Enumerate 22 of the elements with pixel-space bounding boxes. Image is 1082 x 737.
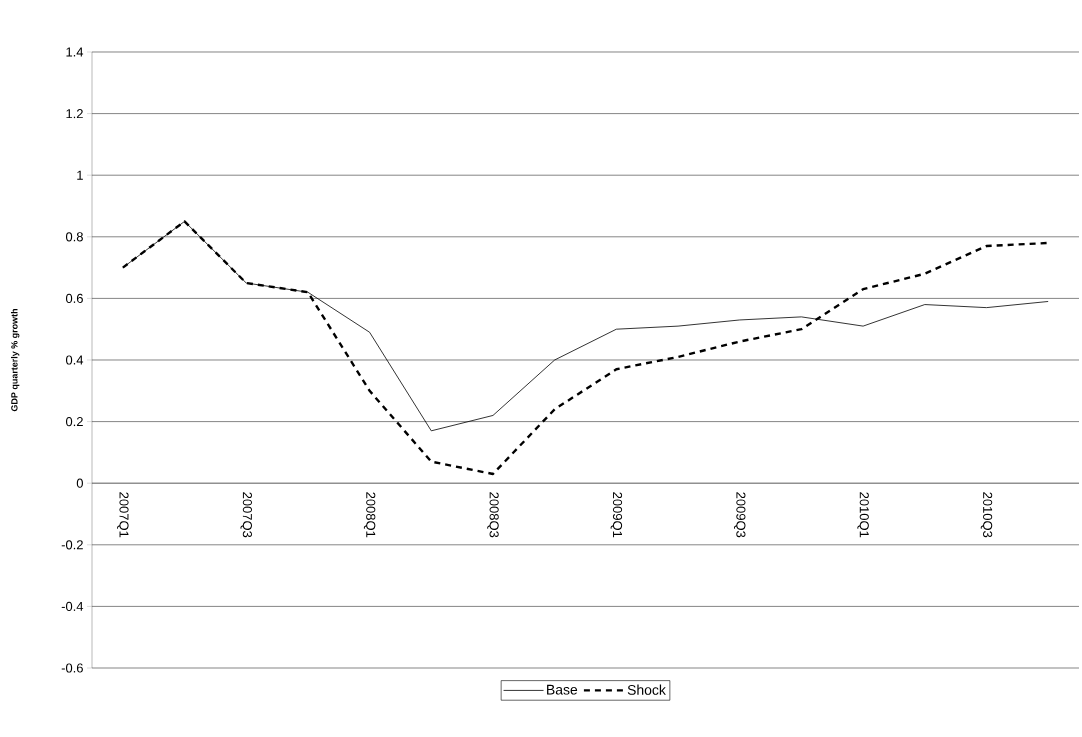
y-tick-label: 0 (76, 478, 83, 488)
x-tick-label: 2010Q3 (980, 492, 993, 538)
x-tick-label: 2008Q3 (487, 492, 499, 538)
y-tick-label: 0.6 (65, 293, 83, 303)
y-tick-label: 1 (77, 170, 83, 180)
x-tick-label: 2007Q3 (240, 492, 252, 538)
legend-label: Base (547, 684, 578, 695)
y-tick-label: 1.4 (66, 47, 84, 57)
x-tick-label: 2007Q1 (117, 492, 129, 538)
x-tick-label: 2009Q1 (610, 492, 623, 538)
x-tick-label: 2010Q1 (857, 492, 869, 538)
legend-label: Shock (627, 684, 666, 695)
y-tick-label: 0.2 (65, 417, 83, 427)
x-tick-label: 2008Q1 (363, 492, 376, 538)
y-tick-label: -0.6 (61, 663, 83, 673)
y-axis-title: GDP quarterly % growth (10, 308, 20, 412)
y-tick-label: 0.8 (65, 232, 83, 242)
y-tick-label: 1.2 (66, 109, 83, 119)
y-tick-label: -0.4 (61, 601, 84, 611)
x-tick-label: 2009Q3 (733, 492, 746, 538)
y-tick-label: -0.2 (61, 540, 83, 550)
y-tick-label: 0.4 (65, 355, 84, 365)
